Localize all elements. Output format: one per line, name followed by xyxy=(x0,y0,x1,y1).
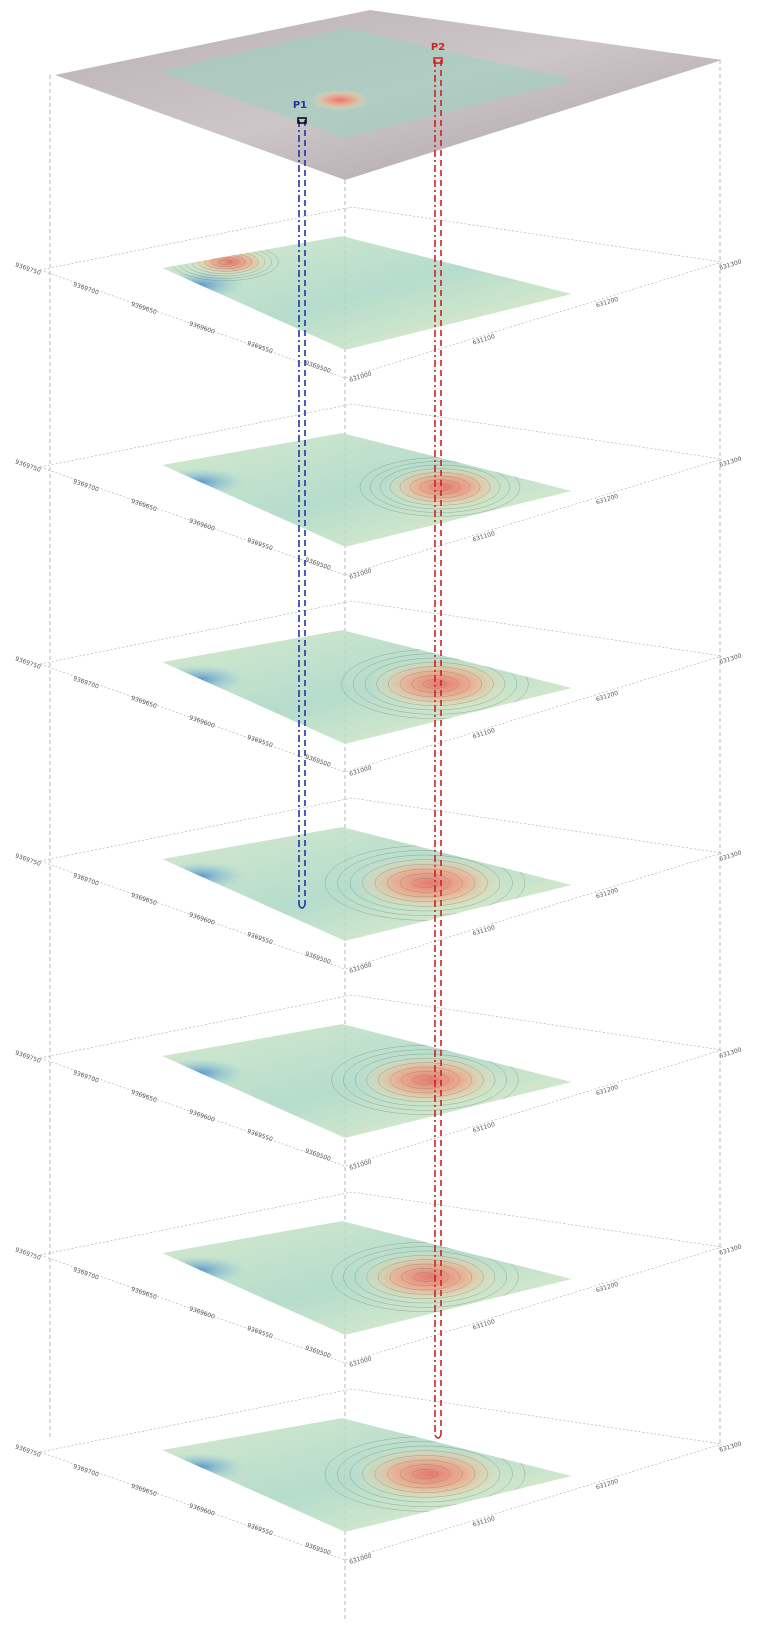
low-zone xyxy=(155,665,245,693)
easting-label: 631200 xyxy=(595,296,619,309)
northing-label: 9369650 xyxy=(130,695,158,710)
northing-label: 9369550 xyxy=(246,734,274,749)
stacked-contour-figure: 9369750 9369700 9369650 9369600 9369550 93695… xyxy=(0,0,769,1628)
easting-label: 631300 xyxy=(719,1440,743,1453)
easting-label: 631000 xyxy=(349,1552,373,1565)
northing-label: 9369550 xyxy=(246,537,274,552)
layer: 9369750 9369700 9369650 9369600 9369550 93695… xyxy=(14,1389,743,1566)
northing-label: 9369600 xyxy=(188,714,216,729)
northing-label: 9369600 xyxy=(188,320,216,335)
northing-label: 9369750 xyxy=(14,262,42,277)
northing-label: 9369600 xyxy=(188,1305,216,1320)
northing-label: 9369550 xyxy=(246,340,274,355)
easting-label: 631300 xyxy=(719,849,743,862)
northing-label: 9369600 xyxy=(188,1108,216,1123)
northing-label: 9369500 xyxy=(304,754,332,769)
profile-end xyxy=(435,1435,441,1438)
low-zone xyxy=(155,1453,245,1481)
easting-label: 631200 xyxy=(595,1281,619,1294)
low-zone xyxy=(155,1256,245,1284)
high-zone xyxy=(190,248,270,276)
northing-label: 9369500 xyxy=(304,1345,332,1360)
low-zone xyxy=(155,468,245,496)
easting-label: 631200 xyxy=(595,1084,619,1097)
easting-label: 631200 xyxy=(595,690,619,703)
northing-label: 9369750 xyxy=(14,1247,42,1262)
low-zone xyxy=(155,1059,245,1087)
northing-label: 9369750 xyxy=(14,656,42,671)
northing-label: 9369500 xyxy=(304,1148,332,1163)
layer: 9369750 9369700 9369650 9369600 9369550 93695… xyxy=(14,404,743,581)
high-zone xyxy=(355,855,505,911)
northing-label: 9369500 xyxy=(304,951,332,966)
northing-label: 9369700 xyxy=(72,675,100,690)
layer: 9369750 9369700 9369650 9369600 9369550 93695… xyxy=(14,601,743,778)
northing-label: 9369500 xyxy=(304,360,332,375)
northing-label: 9369700 xyxy=(72,281,100,296)
high-zone xyxy=(360,1251,500,1303)
northing-label: 9369600 xyxy=(188,1502,216,1517)
easting-label: 631000 xyxy=(349,370,373,383)
northing-label: 9369650 xyxy=(130,892,158,907)
northing-label: 9369550 xyxy=(246,1325,274,1340)
layer: 9369750 9369700 9369650 9369600 9369550 93695… xyxy=(14,1192,743,1369)
layer: 9369750 9369700 9369650 9369600 9369550 93695… xyxy=(14,798,743,975)
easting-label: 631000 xyxy=(349,961,373,974)
easting-label: 631300 xyxy=(719,652,743,665)
layer: 9369750 9369700 9369650 9369600 9369550 93695… xyxy=(14,995,743,1172)
northing-label: 9369500 xyxy=(304,1542,332,1557)
easting-label: 631300 xyxy=(719,258,743,271)
marker-label: P2 xyxy=(431,42,445,53)
northing-label: 9369550 xyxy=(246,1128,274,1143)
northing-label: 9369600 xyxy=(188,517,216,532)
low-zone xyxy=(155,862,245,890)
easting-label: 631300 xyxy=(719,1046,743,1059)
high-zone xyxy=(355,1446,505,1502)
easting-label: 631000 xyxy=(349,764,373,777)
high-zone xyxy=(385,465,505,509)
easting-label: 631200 xyxy=(595,1478,619,1491)
northing-label: 9369500 xyxy=(304,557,332,572)
northing-label: 9369750 xyxy=(14,459,42,474)
northing-label: 9369750 xyxy=(14,1444,42,1459)
northing-label: 9369650 xyxy=(130,1286,158,1301)
northing-label: 9369600 xyxy=(188,911,216,926)
northing-label: 9369650 xyxy=(130,498,158,513)
northing-label: 9369700 xyxy=(72,1266,100,1281)
northing-label: 9369700 xyxy=(72,1069,100,1084)
photo-hotspot xyxy=(310,90,370,110)
high-zone xyxy=(360,1054,500,1106)
northing-label: 9369700 xyxy=(72,478,100,493)
easting-label: 631000 xyxy=(349,1355,373,1368)
easting-label: 631000 xyxy=(349,1158,373,1171)
layer: 9369750 9369700 9369650 9369600 9369550 93695… xyxy=(14,207,743,384)
northing-label: 9369550 xyxy=(246,931,274,946)
northing-label: 9369700 xyxy=(72,872,100,887)
northing-label: 9369750 xyxy=(14,853,42,868)
northing-label: 9369700 xyxy=(72,1463,100,1478)
high-zone xyxy=(370,658,510,710)
easting-label: 631000 xyxy=(349,567,373,580)
northing-label: 9369550 xyxy=(246,1522,274,1537)
easting-label: 631300 xyxy=(719,455,743,468)
easting-label: 631200 xyxy=(595,493,619,506)
northing-label: 9369650 xyxy=(130,301,158,316)
easting-label: 631300 xyxy=(719,1243,743,1256)
northing-label: 9369750 xyxy=(14,1050,42,1065)
easting-label: 631200 xyxy=(595,887,619,900)
northing-label: 9369650 xyxy=(130,1089,158,1104)
northing-label: 9369650 xyxy=(130,1483,158,1498)
marker-label: P1 xyxy=(293,100,307,111)
